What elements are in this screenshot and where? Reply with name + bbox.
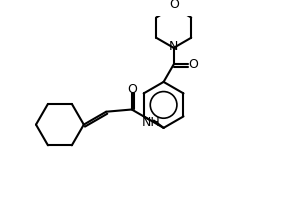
Text: O: O	[127, 83, 137, 96]
Text: N: N	[169, 40, 178, 53]
Text: O: O	[188, 58, 198, 71]
Text: O: O	[169, 0, 178, 11]
Text: NH: NH	[142, 116, 160, 129]
